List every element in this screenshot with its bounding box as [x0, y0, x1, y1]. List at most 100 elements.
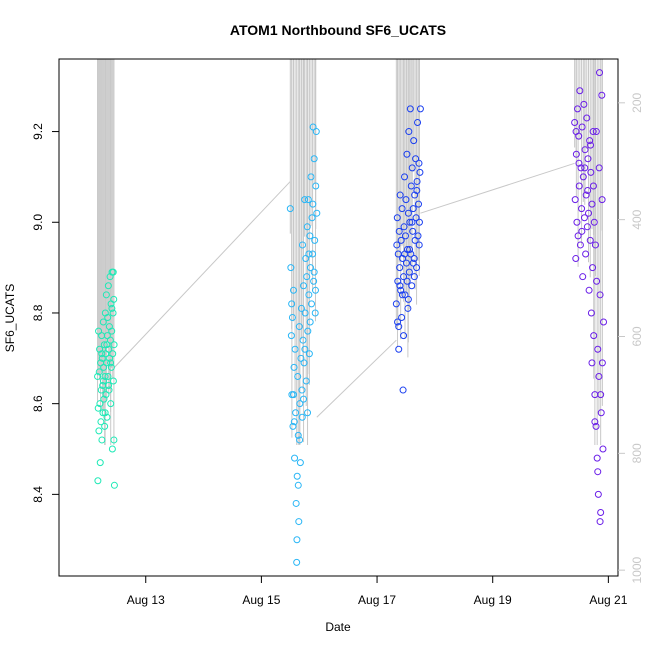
data-point — [394, 250, 402, 258]
data-point — [110, 436, 118, 444]
data-point — [110, 481, 118, 489]
data-point — [110, 341, 118, 349]
data-point — [583, 114, 591, 122]
data-point — [587, 141, 595, 149]
data-point — [102, 291, 110, 299]
data-point — [293, 558, 301, 566]
data-point — [597, 509, 605, 517]
data-point — [413, 187, 421, 195]
data-point — [405, 268, 413, 276]
y2-tick-label: 400 — [630, 209, 644, 229]
data-point — [580, 214, 588, 222]
data-point — [109, 309, 117, 317]
data-point — [393, 214, 401, 222]
data-point — [412, 214, 420, 222]
data-point — [96, 400, 104, 408]
data-point — [414, 200, 422, 208]
data-point — [310, 277, 318, 285]
axes-layer: Aug 13 Aug 15 Aug 17 Aug 19 Aug 21 8.4 8.6 8.8 9… — [31, 92, 644, 607]
data-point — [104, 282, 112, 290]
data-point — [99, 377, 107, 385]
data-point — [97, 418, 105, 426]
data-point — [98, 354, 106, 362]
data-point — [287, 332, 295, 340]
data-point — [583, 223, 591, 231]
data-point — [409, 205, 417, 213]
data-point — [301, 309, 309, 317]
profile-connector-line — [420, 162, 575, 214]
data-point — [393, 241, 401, 249]
data-point — [309, 250, 317, 258]
x-tick-label: Aug 19 — [474, 593, 512, 607]
data-point — [307, 173, 315, 181]
data-point — [412, 155, 420, 163]
data-point — [290, 418, 298, 426]
data-point — [313, 209, 321, 217]
data-point — [572, 150, 580, 158]
data-point — [413, 177, 421, 185]
data-point — [309, 200, 317, 208]
data-point — [590, 332, 598, 340]
data-point — [579, 173, 587, 181]
data-point — [397, 286, 405, 294]
data-point — [95, 368, 103, 376]
data-point — [594, 468, 602, 476]
data-point — [581, 146, 589, 154]
data-point — [402, 259, 410, 267]
data-point — [416, 105, 424, 113]
data-point — [403, 150, 411, 158]
flight-series-2 — [286, 123, 321, 566]
data-point — [573, 218, 581, 226]
data-point — [298, 386, 306, 394]
data-point — [304, 196, 312, 204]
data-point — [297, 354, 305, 362]
data-point — [408, 282, 416, 290]
data-point — [300, 395, 308, 403]
data-point — [577, 164, 585, 172]
data-point — [105, 345, 113, 353]
flight-series-1 — [94, 268, 118, 489]
data-point — [572, 255, 580, 263]
data-point — [94, 404, 102, 412]
flight-series-4 — [571, 69, 608, 526]
data-point — [311, 286, 319, 294]
data-point — [404, 304, 412, 312]
data-point — [107, 363, 115, 371]
data-point — [401, 232, 409, 240]
y-axis-label: SF6_UCATS — [3, 284, 17, 352]
data-point — [414, 232, 422, 240]
data-point — [409, 259, 417, 267]
data-point — [305, 291, 313, 299]
data-point — [289, 391, 297, 399]
data-point — [595, 164, 603, 172]
data-point — [400, 223, 408, 231]
data-point — [304, 409, 312, 417]
data-point — [108, 445, 116, 453]
data-point — [302, 255, 310, 263]
y2-tick-label: 600 — [630, 326, 644, 346]
data-point — [107, 359, 115, 367]
y-tick-label: 9.0 — [31, 214, 45, 231]
data-point — [101, 372, 109, 380]
data-point — [94, 477, 102, 485]
x-tick-label: Aug 13 — [127, 593, 165, 607]
data-point — [300, 359, 308, 367]
data-point — [106, 336, 114, 344]
data-point — [589, 264, 597, 272]
points-layer — [94, 69, 608, 566]
data-point — [600, 318, 608, 326]
data-point — [301, 196, 309, 204]
data-point — [305, 250, 313, 258]
y-tick-label: 9.2 — [31, 123, 45, 140]
data-point — [98, 350, 106, 358]
y2-tick-label: 200 — [630, 92, 644, 112]
profile-connector-line — [316, 339, 397, 418]
data-point — [400, 273, 408, 281]
data-point — [594, 490, 602, 498]
data-point — [584, 187, 592, 195]
data-point — [100, 341, 108, 349]
data-point — [101, 422, 109, 430]
data-point — [598, 196, 606, 204]
data-point — [312, 128, 320, 136]
data-point — [108, 304, 116, 312]
